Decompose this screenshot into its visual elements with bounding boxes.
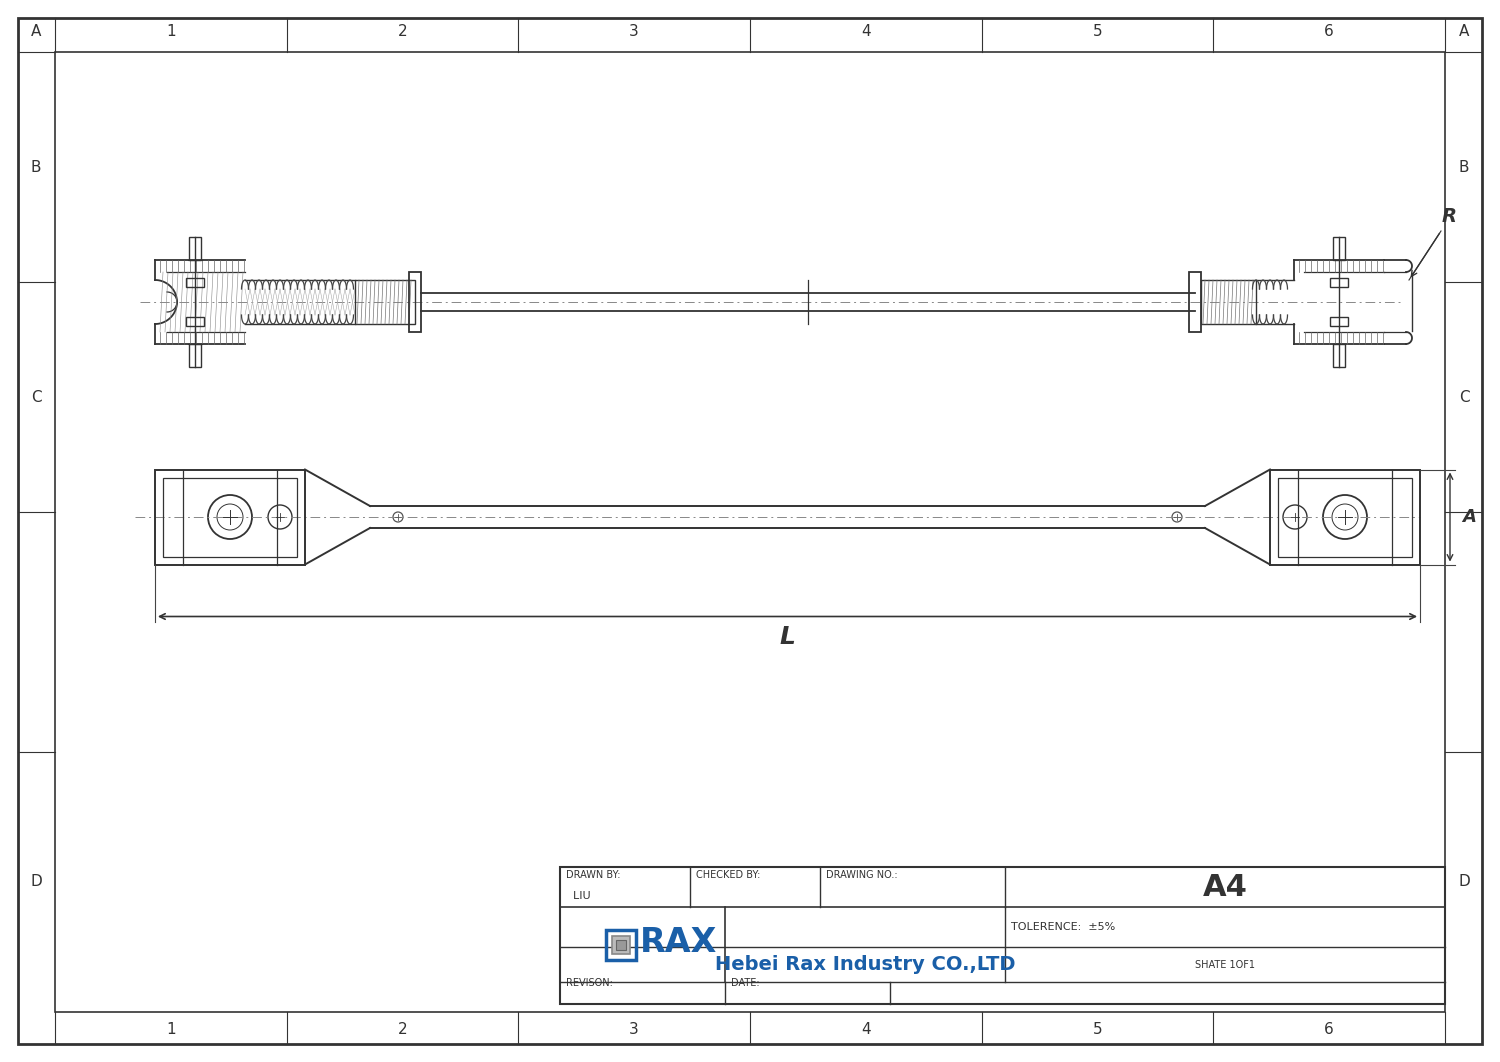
Text: A: A [32,24,40,39]
Text: C: C [30,390,42,405]
Text: A4: A4 [1203,873,1248,902]
Text: DRAWN BY:: DRAWN BY: [566,870,621,880]
Bar [410,272,422,332]
Bar [356,280,416,324]
Bar [1334,344,1346,367]
Text: D: D [30,874,42,890]
Bar [560,867,1444,1004]
Bar [1330,316,1348,326]
Text: A: A [1462,508,1476,526]
Text: 1: 1 [166,24,176,39]
Text: 6: 6 [1324,24,1334,39]
Bar [154,469,304,565]
Text: 5: 5 [1092,1023,1102,1038]
Text: C: C [1458,390,1470,405]
Text: R: R [1442,207,1456,226]
Bar [612,936,630,954]
Text: CHECKED BY:: CHECKED BY: [696,870,760,880]
Text: 6: 6 [1324,1023,1334,1038]
Text: 2: 2 [398,24,408,39]
Text: B: B [30,159,42,174]
Text: 5: 5 [1092,24,1102,39]
Bar [1202,280,1255,324]
Bar [189,344,201,367]
Text: 2: 2 [398,1023,408,1038]
Bar [186,316,204,326]
Bar [1278,478,1412,556]
Text: Hebei Rax Industry CO.,LTD: Hebei Rax Industry CO.,LTD [714,955,1016,974]
Bar [189,237,201,260]
Text: 3: 3 [630,24,639,39]
Text: 4: 4 [861,24,870,39]
Text: DATE:: DATE: [730,978,759,988]
Bar [186,278,204,287]
Bar [1190,272,1202,332]
Text: REVISON:: REVISON: [566,978,614,988]
Bar [1334,237,1346,260]
Text: RAX: RAX [640,926,717,959]
Text: 3: 3 [630,1023,639,1038]
Bar [616,940,626,949]
Text: 4: 4 [861,1023,870,1038]
Text: LIU: LIU [566,891,591,901]
Text: B: B [1458,159,1468,174]
Text: A: A [1460,24,1468,39]
Text: L: L [780,624,795,649]
Text: D: D [1458,874,1470,890]
Bar [606,929,636,959]
Text: 1: 1 [166,1023,176,1038]
Bar [1330,278,1348,287]
Bar [1270,469,1420,565]
Bar [164,478,297,556]
Text: DRAWING NO.:: DRAWING NO.: [827,870,897,880]
Text: TOLERENCE:  ±5%: TOLERENCE: ±5% [1011,922,1114,932]
Text: SHATE 1OF1: SHATE 1OF1 [1196,959,1256,970]
